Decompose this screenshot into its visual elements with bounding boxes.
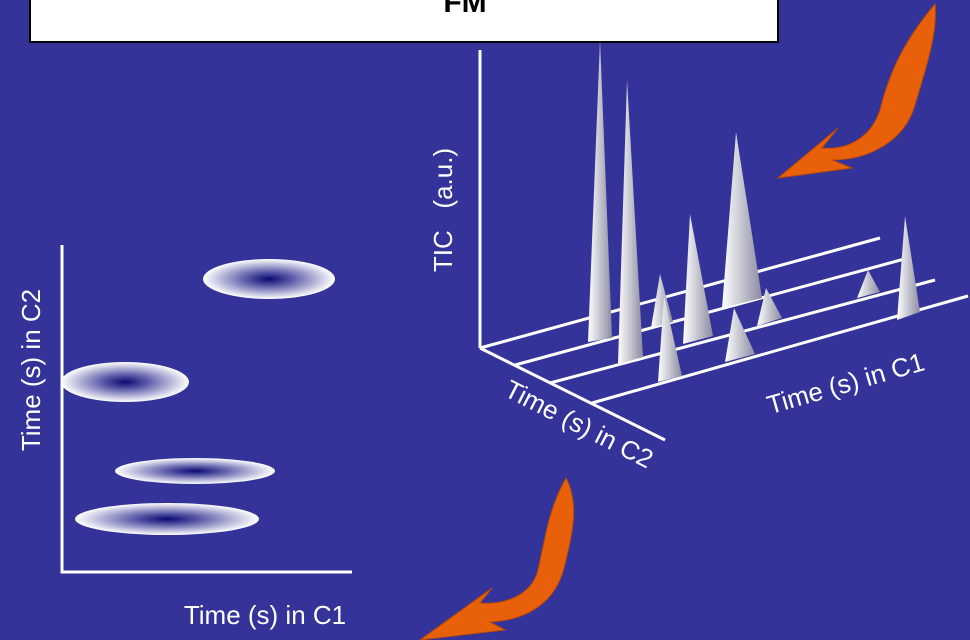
arrow	[778, 4, 935, 178]
slide: FM Time (s) in C2 Time (s) in C1 TIC (a.…	[0, 0, 970, 640]
peaks	[588, 40, 920, 382]
z-axis-label: TIC (a.u.)	[428, 148, 458, 272]
y-axis-label: Time (s) in C2	[16, 289, 46, 451]
spot	[203, 259, 335, 299]
x-axis-label-3d: Time (s) in C1	[763, 347, 927, 421]
spot	[61, 362, 189, 402]
x-axis-label: Time (s) in C1	[184, 600, 346, 630]
spot	[75, 503, 259, 535]
spot	[115, 458, 275, 484]
title-box	[30, 0, 778, 42]
arrow	[420, 478, 574, 640]
title: FM	[443, 0, 486, 19]
